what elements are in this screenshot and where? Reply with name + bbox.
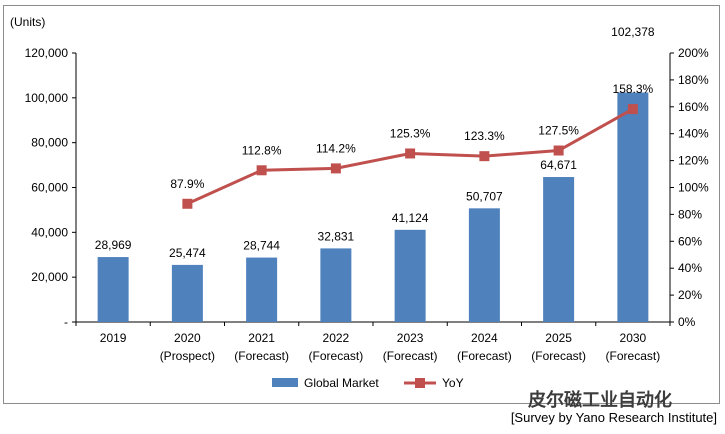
yoy-value-label: 114.2%: [316, 141, 356, 155]
y-left-tick-label: 40,000: [31, 225, 68, 239]
yoy-marker: [627, 104, 638, 115]
y-left-tick-label: 20,000: [31, 270, 68, 284]
y-left-tick-label: -: [64, 315, 68, 329]
x-tick-label-note: (Forecast): [234, 349, 289, 363]
x-tick-label-note: (Forecast): [383, 349, 438, 363]
yoy-value-label: 87.9%: [170, 177, 204, 191]
legend-label-bar: Global Market: [304, 376, 379, 390]
x-tick-label-year: 2021: [248, 331, 275, 345]
x-tick-label-year: 2030: [620, 331, 647, 345]
yoy-marker: [182, 198, 193, 209]
yoy-marker: [330, 163, 341, 174]
yoy-value-label: 127.5%: [538, 124, 579, 138]
bar-value-label: 28,969: [95, 238, 132, 252]
y-left-tick-label: 120,000: [25, 46, 69, 60]
x-tick-label-note: (Forecast): [309, 349, 364, 363]
legend: Global Market YoY: [272, 376, 464, 390]
bar: [171, 264, 203, 322]
x-tick-label-year: 2019: [100, 331, 127, 345]
x-tick-label-note: (Forecast): [457, 349, 512, 363]
yoy-line-series: [182, 104, 638, 209]
bar-value-label: 25,474: [169, 246, 206, 260]
yoy-marker: [256, 165, 267, 176]
bar-value-label: 50,707: [466, 189, 503, 203]
y-right-tick-label: 20%: [678, 288, 702, 302]
yoy-marker: [553, 145, 564, 156]
x-tick-label-year: 2020: [174, 331, 201, 345]
y-right-tick-label: 140%: [678, 127, 709, 141]
x-tick-label-year: 2023: [397, 331, 424, 345]
y-right-tick-label: 60%: [678, 234, 702, 248]
legend-swatch-bar: [272, 378, 298, 387]
yoy-value-label: 123.3%: [464, 129, 505, 143]
bar: [320, 248, 352, 322]
bar: [617, 92, 649, 322]
y-right-tick-label: 160%: [678, 100, 709, 114]
y-left-tick-label: 60,000: [31, 181, 68, 195]
bar-value-label: 41,124: [392, 211, 429, 225]
y-left-tick-label: 100,000: [25, 91, 69, 105]
y-right-tick-label: 200%: [678, 46, 709, 60]
bar-value-label: 102,378: [611, 25, 655, 39]
x-tick-label-year: 2025: [545, 331, 572, 345]
bar-value-label: 28,744: [243, 239, 280, 253]
x-tick-label-year: 2024: [471, 331, 498, 345]
y-left-tick-label: 80,000: [31, 136, 68, 150]
x-tick-label-note: (Forecast): [531, 349, 586, 363]
bar: [543, 177, 575, 322]
bar: [97, 257, 129, 322]
combo-chart: - 20,000 40,000 60,000 80,000 100,000 120,000 0…: [10, 15, 709, 390]
axes: - 20,000 40,000 60,000 80,000 100,000 120,000 0…: [10, 15, 709, 363]
bar-value-label: 32,831: [318, 229, 355, 243]
yoy-value-label: 112.8%: [242, 143, 282, 157]
legend-label-line: YoY: [442, 376, 464, 390]
unit-label: (Units): [10, 15, 45, 29]
watermark: 皮尔磁工业自动化: [528, 390, 672, 410]
y-right-tick-label: 100%: [678, 181, 709, 195]
bar: [394, 229, 426, 322]
bar: [468, 208, 500, 322]
y-right-tick-label: 80%: [678, 207, 702, 221]
chart-frame: - 20,000 40,000 60,000 80,000 100,000 120,000 0…: [3, 5, 720, 404]
y-right-tick-label: 40%: [678, 261, 702, 275]
bar-series: [97, 92, 649, 322]
y-right-tick-label: 0%: [678, 315, 696, 329]
y-right-tick-label: 180%: [678, 73, 709, 87]
x-tick-label-year: 2022: [323, 331, 350, 345]
bar: [246, 257, 278, 322]
x-tick-label-note: (Forecast): [606, 349, 661, 363]
yoy-marker: [479, 151, 490, 162]
source-note: [Survey by Yano Research Institute]: [510, 410, 717, 425]
y-right-tick-label: 120%: [678, 154, 709, 168]
yoy-value-label: 125.3%: [390, 126, 431, 140]
legend-swatch-marker: [415, 378, 425, 388]
yoy-marker: [405, 148, 416, 159]
bar-value-label: 64,671: [540, 158, 577, 172]
x-tick-label-note: (Prospect): [160, 349, 215, 363]
yoy-value-label: 158.3%: [613, 82, 654, 96]
data-labels: 28,969 25,474 28,744 32,831 41,124 50,707 64,6…: [95, 25, 655, 260]
